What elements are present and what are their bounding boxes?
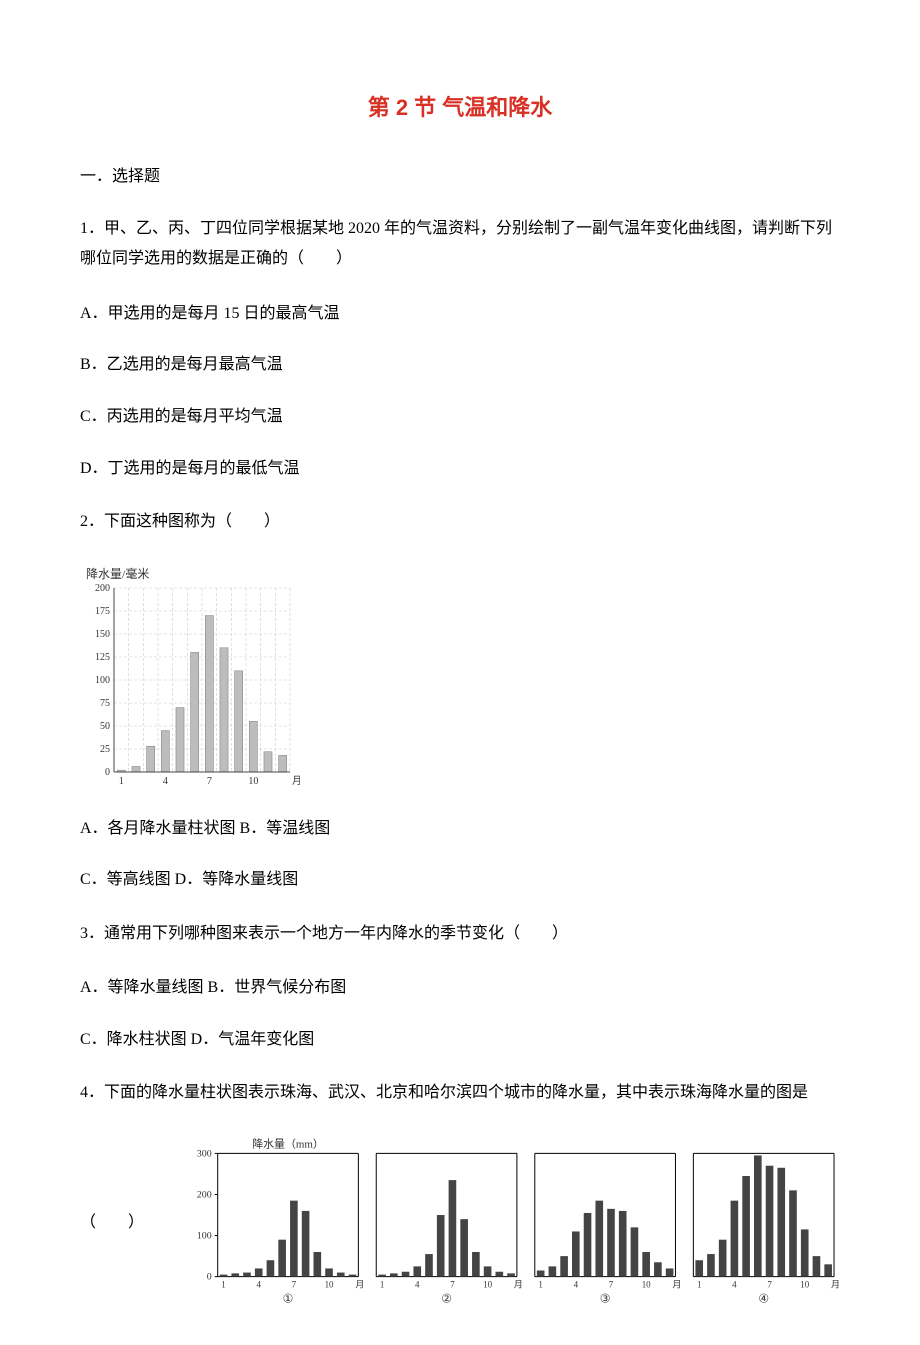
svg-text:100: 100 <box>95 675 110 686</box>
q4-text: 4．下面的降水量柱状图表示珠海、武汉、北京和哈尔滨四个城市的降水量，其中表示珠海… <box>80 1078 840 1108</box>
svg-text:4: 4 <box>574 1279 579 1289</box>
q3-text: 3．通常用下列哪种图来表示一个地方一年内降水的季节变化（ ） <box>80 919 840 949</box>
svg-text:①: ① <box>283 1291 294 1304</box>
svg-text:月份: 月份 <box>292 775 300 787</box>
svg-text:200: 200 <box>197 1189 212 1200</box>
svg-text:125: 125 <box>95 652 110 663</box>
page-title: 第 2 节 气温和降水 <box>80 90 840 122</box>
svg-text:25: 25 <box>100 744 110 755</box>
svg-text:10: 10 <box>800 1279 809 1289</box>
svg-text:10: 10 <box>642 1279 651 1289</box>
svg-text:4: 4 <box>163 776 168 787</box>
section-heading: 一．选择题 <box>80 162 840 186</box>
q3-options-ab: A．等降水量线图 B．世界气候分布图 <box>80 975 840 1001</box>
q2-chart-container: 降水量/毫米 0 25 50 75 100 125 150 175 200 1 4 7 10 月份 <box>80 564 840 794</box>
svg-text:7: 7 <box>207 776 212 787</box>
svg-text:4: 4 <box>256 1279 261 1289</box>
svg-text:0: 0 <box>207 1271 212 1282</box>
svg-text:月: 月 <box>514 1279 523 1289</box>
q1-option-c: C．丙选用的是每月平均气温 <box>80 404 840 430</box>
q2-text: 2．下面这种图称为（ ） <box>80 507 840 537</box>
q1-option-a: A．甲选用的是每月 15 日的最高气温 <box>80 301 840 327</box>
svg-text:0: 0 <box>105 767 110 778</box>
svg-text:④: ④ <box>758 1291 769 1304</box>
q2-options-ab: A．各月降水量柱状图 B．等温线图 <box>80 816 840 842</box>
svg-text:10: 10 <box>325 1279 334 1289</box>
svg-text:100: 100 <box>197 1230 212 1241</box>
svg-text:200: 200 <box>95 583 110 594</box>
svg-text:月: 月 <box>672 1279 681 1289</box>
svg-text:月: 月 <box>831 1279 840 1289</box>
svg-text:7: 7 <box>767 1279 772 1289</box>
svg-text:300: 300 <box>197 1148 212 1159</box>
svg-text:50: 50 <box>100 721 110 732</box>
svg-text:1: 1 <box>697 1279 701 1289</box>
svg-text:降水量/毫米: 降水量/毫米 <box>86 566 149 581</box>
q2-bar-chart: 降水量/毫米 0 25 50 75 100 125 150 175 200 1 4 7 10 月份 <box>80 564 300 794</box>
svg-text:1: 1 <box>380 1279 384 1289</box>
svg-text:③: ③ <box>600 1291 611 1304</box>
svg-text:7: 7 <box>450 1279 455 1289</box>
q1-option-b: B．乙选用的是每月最高气温 <box>80 352 840 378</box>
q2-options-cd: C．等高线图 D．等降水量线图 <box>80 867 840 893</box>
svg-text:4: 4 <box>732 1279 737 1289</box>
svg-text:7: 7 <box>609 1279 614 1289</box>
svg-text:4: 4 <box>415 1279 420 1289</box>
q1-text: 1．甲、乙、丙、丁四位同学根据某地 2020 年的气温资料，分别绘制了一副气温年… <box>80 214 840 275</box>
svg-text:7: 7 <box>292 1279 297 1289</box>
svg-text:75: 75 <box>100 698 110 709</box>
svg-text:175: 175 <box>95 606 110 617</box>
q4-multi-bar-chart: 降水量（mm） 0 100 200 300 1 4 7 10 月 ① 1 4 7 10 月 ② 1 4 7 10 月 ③ 1 4… <box>164 1135 840 1305</box>
svg-text:1: 1 <box>221 1279 225 1289</box>
q3-options-cd: C．降水柱状图 D．气温年变化图 <box>80 1027 840 1053</box>
q4-paren: （ ） <box>80 1208 144 1232</box>
svg-text:月: 月 <box>355 1279 364 1289</box>
svg-text:10: 10 <box>248 776 258 787</box>
svg-text:10: 10 <box>483 1279 492 1289</box>
q1-option-d: D．丁选用的是每月的最低气温 <box>80 456 840 482</box>
svg-text:1: 1 <box>538 1279 542 1289</box>
svg-text:降水量（mm）: 降水量（mm） <box>252 1136 324 1150</box>
svg-text:②: ② <box>441 1291 452 1304</box>
svg-text:1: 1 <box>119 776 124 787</box>
q4-row: （ ） 降水量（mm） 0 100 200 300 1 4 7 10 月 ① 1 4 7 10 月 ② 1 4 7 10… <box>80 1135 840 1305</box>
svg-text:150: 150 <box>95 629 110 640</box>
